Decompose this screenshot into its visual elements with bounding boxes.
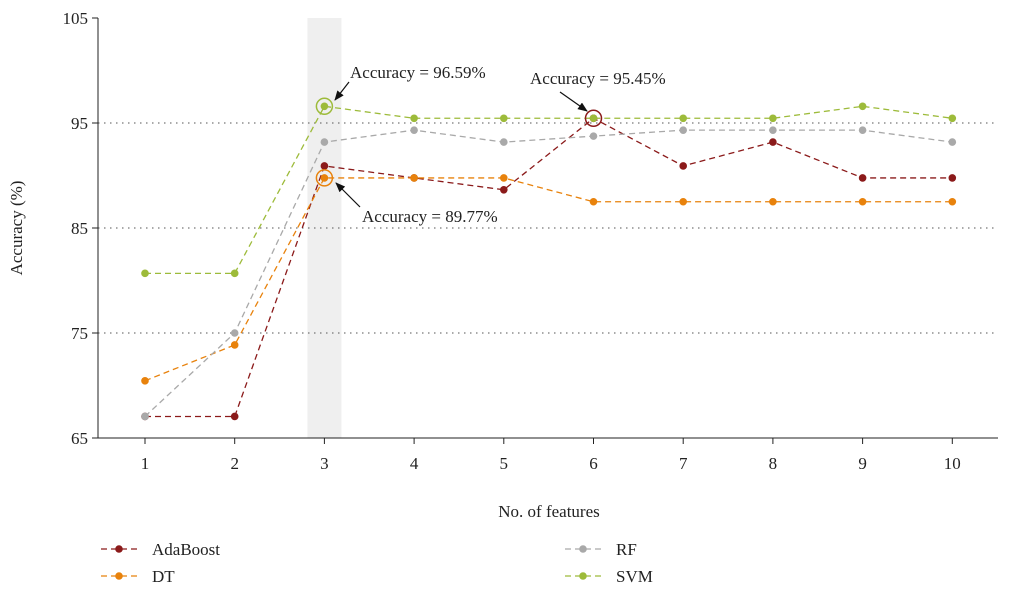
annotation-label: Accuracy = 89.77% [362, 207, 498, 226]
series-line-adaboost [145, 117, 953, 418]
highlight-ring [315, 97, 334, 116]
legend-marker-svm [579, 572, 587, 580]
legend-marker-dt [115, 572, 123, 580]
data-point-adaboost [230, 412, 239, 421]
y-tick-label: 65 [71, 429, 88, 448]
x-tick-label: 7 [679, 454, 688, 473]
data-point-svm [769, 114, 777, 123]
y-tick-label: 105 [63, 9, 89, 28]
data-point-svm [948, 114, 957, 123]
x-tick-label: 2 [230, 454, 239, 473]
data-point-svm [320, 102, 329, 111]
series-layer [141, 102, 957, 421]
y-tick-label: 75 [71, 324, 88, 343]
data-point-rf [589, 132, 598, 140]
annotation-label: Accuracy = 96.59% [350, 63, 486, 82]
legend-label-svm: SVM [616, 567, 653, 586]
axes-layer: 65 75 85 95 105 1 2 3 4 5 6 7 8 9 10 No. of features Acc… [7, 9, 998, 521]
data-point-adaboost [320, 162, 329, 170]
y-tick-label: 95 [71, 114, 88, 133]
data-point-rf [679, 126, 687, 134]
grid-layer [98, 122, 998, 334]
annotation-label: Accuracy = 95.45% [530, 69, 666, 88]
data-point-svm [858, 102, 867, 111]
highlight-ring [315, 169, 334, 187]
legend-label-rf: RF [616, 540, 637, 559]
data-point-rf [769, 126, 777, 134]
annotation-layer: Accuracy = 96.59% Accuracy = 95.45% Accura… [315, 63, 666, 226]
x-axis-title: No. of features [498, 502, 600, 521]
data-point-dt [410, 174, 418, 182]
data-point-svm [141, 269, 149, 278]
legend-label-adaboost: AdaBoost [152, 540, 220, 559]
series-line-dt [144, 177, 953, 382]
data-point-dt [141, 376, 149, 385]
data-point-dt [589, 197, 598, 206]
data-point-rf [410, 126, 418, 134]
x-tick-label: 6 [589, 454, 598, 473]
x-tick-label: 5 [500, 454, 509, 473]
data-point-dt [320, 174, 329, 182]
data-point-adaboost [858, 174, 867, 182]
data-point-rf [320, 138, 329, 146]
series-line-svm [145, 105, 953, 275]
legend-marker-adaboost [115, 545, 123, 553]
data-point-svm [589, 114, 598, 123]
annotation-arrow [334, 81, 350, 101]
x-tick-label: 1 [141, 454, 150, 473]
highlight-ring [584, 109, 603, 128]
data-point-rf [500, 138, 508, 146]
data-point-dt [230, 341, 239, 349]
x-tick-label: 3 [320, 454, 329, 473]
x-tick-label: 9 [858, 454, 867, 473]
data-point-rf [230, 329, 239, 337]
annotation-arrow [559, 91, 588, 112]
data-point-dt [769, 197, 777, 206]
data-point-dt [858, 197, 867, 206]
data-point-rf [948, 138, 957, 146]
highlight-band [307, 18, 342, 438]
series-line-rf [144, 129, 953, 417]
data-point-adaboost [679, 162, 687, 170]
data-point-rf [141, 412, 149, 421]
legend-layer: AdaBoost DT RF SVM [101, 540, 653, 586]
data-point-svm [679, 114, 687, 123]
y-tick-label: 85 [71, 219, 88, 238]
data-point-adaboost [500, 185, 508, 194]
data-point-rf [858, 126, 867, 134]
y-axis-title: Accuracy (%) [7, 181, 26, 276]
data-point-svm [230, 269, 239, 278]
data-point-dt [500, 174, 508, 182]
legend-marker-rf [579, 545, 587, 553]
x-tick-label: 10 [944, 454, 961, 473]
data-point-svm [410, 114, 418, 123]
data-point-dt [948, 197, 957, 206]
data-point-svm [500, 114, 508, 123]
legend-label-dt: DT [152, 567, 175, 586]
x-tick-label: 8 [769, 454, 778, 473]
data-point-adaboost [769, 138, 777, 146]
data-point-dt [679, 197, 687, 206]
x-tick-label: 4 [410, 454, 419, 473]
data-point-adaboost [948, 174, 957, 182]
annotation-arrow [335, 182, 361, 208]
highlight-layer [307, 18, 342, 438]
